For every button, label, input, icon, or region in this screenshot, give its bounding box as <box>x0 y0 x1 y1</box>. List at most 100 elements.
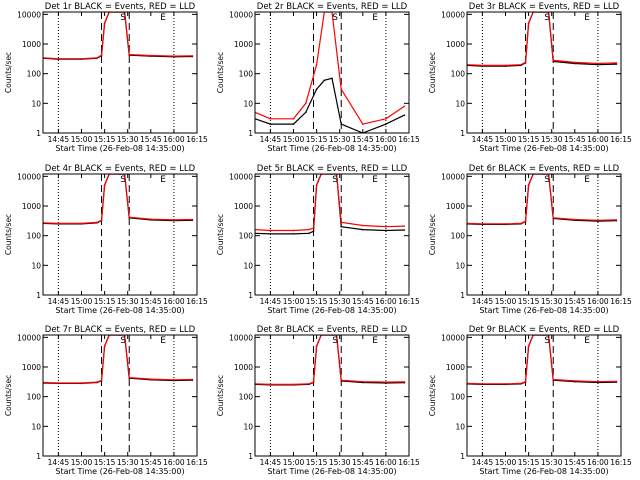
series-line-lld <box>467 335 617 385</box>
data-point <box>312 227 315 229</box>
x-tick-label: 16:00 <box>163 135 185 144</box>
y-tick-label: 100 <box>27 70 42 79</box>
series-line-lld <box>467 174 617 225</box>
series-line-lld <box>255 12 405 125</box>
data-point <box>574 62 576 65</box>
data-point <box>527 183 530 186</box>
x-tick-label: 15:45 <box>140 135 162 144</box>
series-line-events <box>255 77 405 133</box>
start-marker: S <box>544 175 550 185</box>
data-point <box>103 344 106 347</box>
x-tick-label: 15:15 <box>306 297 328 306</box>
end-marker: E <box>160 13 166 23</box>
data-point <box>80 382 83 384</box>
data-point <box>315 183 318 186</box>
data-point <box>308 383 310 385</box>
x-tick-label: 15:30 <box>117 135 139 144</box>
x-tick-label: 14:45 <box>260 458 282 467</box>
y-axis-label: Counts/sec <box>428 214 437 255</box>
end-marker: E <box>584 13 590 23</box>
data-point <box>150 218 152 220</box>
y-tick-label: 100 <box>451 70 466 79</box>
y-tick-label: 1 <box>36 291 41 300</box>
y-tick-label: 1 <box>36 129 41 138</box>
y-tick-label: 10 <box>243 261 253 270</box>
x-tick-label: 15:00 <box>495 135 517 144</box>
plot-frame <box>466 173 622 296</box>
data-point <box>615 219 618 221</box>
data-point <box>527 344 530 347</box>
x-tick-label: 14:45 <box>472 297 494 306</box>
series-line-events <box>255 174 405 235</box>
x-tick-label: 16:00 <box>375 135 397 144</box>
data-point <box>403 229 406 231</box>
y-tick-label: 1 <box>36 452 41 461</box>
y-tick-label: 1 <box>248 452 253 461</box>
panel-title: Det 9r BLACK = Events, RED = LLD <box>469 325 620 335</box>
data-point <box>100 54 103 56</box>
x-tick-label: 15:30 <box>329 135 351 144</box>
y-tick-label: 1000 <box>446 40 465 49</box>
x-tick-label: 16:00 <box>375 297 397 306</box>
y-axis-label: Counts/sec <box>216 214 225 255</box>
data-point <box>524 220 527 222</box>
x-axis-label: Start Time (26-Feb-08 14:35:00) <box>479 144 608 153</box>
panel-title: Det 5r BLACK = Events, RED = LLD <box>257 164 408 174</box>
data-point <box>128 53 131 56</box>
data-point <box>340 225 343 228</box>
panel-title: Det 1r BLACK = Events, RED = LLD <box>45 2 196 12</box>
data-point <box>150 54 152 57</box>
data-point <box>574 61 576 64</box>
data-point <box>403 381 406 383</box>
data-point <box>103 183 106 186</box>
data-point <box>292 123 295 125</box>
data-point <box>552 217 555 219</box>
x-tick-label: 15:15 <box>518 135 540 144</box>
data-point <box>292 233 295 235</box>
data-point <box>481 64 484 67</box>
x-axis-label: Start Time (26-Feb-08 14:35:00) <box>479 306 608 315</box>
data-point <box>57 222 60 225</box>
y-tick-label: 10000 <box>229 172 253 181</box>
plot-frame <box>466 334 622 457</box>
x-tick-label: 15:15 <box>306 458 328 467</box>
series-line-events <box>255 335 405 386</box>
y-tick-label: 100 <box>451 393 466 402</box>
x-tick-label: 15:30 <box>329 297 351 306</box>
data-point <box>597 380 599 383</box>
plot-frame <box>466 11 622 134</box>
data-point <box>96 221 98 224</box>
y-tick-label: 10000 <box>17 333 41 342</box>
data-point <box>362 380 364 383</box>
data-point <box>173 55 175 57</box>
x-tick-label: 15:45 <box>564 297 586 306</box>
panel-title: Det 3r BLACK = Events, RED = LLD <box>469 2 620 12</box>
x-tick-label: 16:15 <box>398 297 420 306</box>
data-point <box>292 229 295 232</box>
y-tick-label: 10000 <box>441 172 465 181</box>
x-tick-label: 16:00 <box>163 297 185 306</box>
data-point <box>315 88 318 90</box>
data-point <box>403 114 406 116</box>
x-tick-label: 16:00 <box>587 458 609 467</box>
x-tick-label: 15:30 <box>329 458 351 467</box>
end-marker: E <box>372 336 378 346</box>
y-tick-label: 10 <box>31 261 41 270</box>
end-marker: E <box>584 175 590 185</box>
data-point <box>128 376 131 379</box>
panel-title: Det 8r BLACK = Events, RED = LLD <box>257 325 408 335</box>
data-point <box>362 224 364 227</box>
panel-title: Det 2r BLACK = Events, RED = LLD <box>257 2 408 12</box>
y-tick-label: 10 <box>243 422 253 431</box>
data-point <box>615 63 618 65</box>
x-tick-label: 14:45 <box>472 458 494 467</box>
data-point <box>340 379 343 381</box>
x-tick-label: 14:45 <box>260 135 282 144</box>
x-tick-label: 15:45 <box>140 297 162 306</box>
x-tick-label: 14:45 <box>260 297 282 306</box>
